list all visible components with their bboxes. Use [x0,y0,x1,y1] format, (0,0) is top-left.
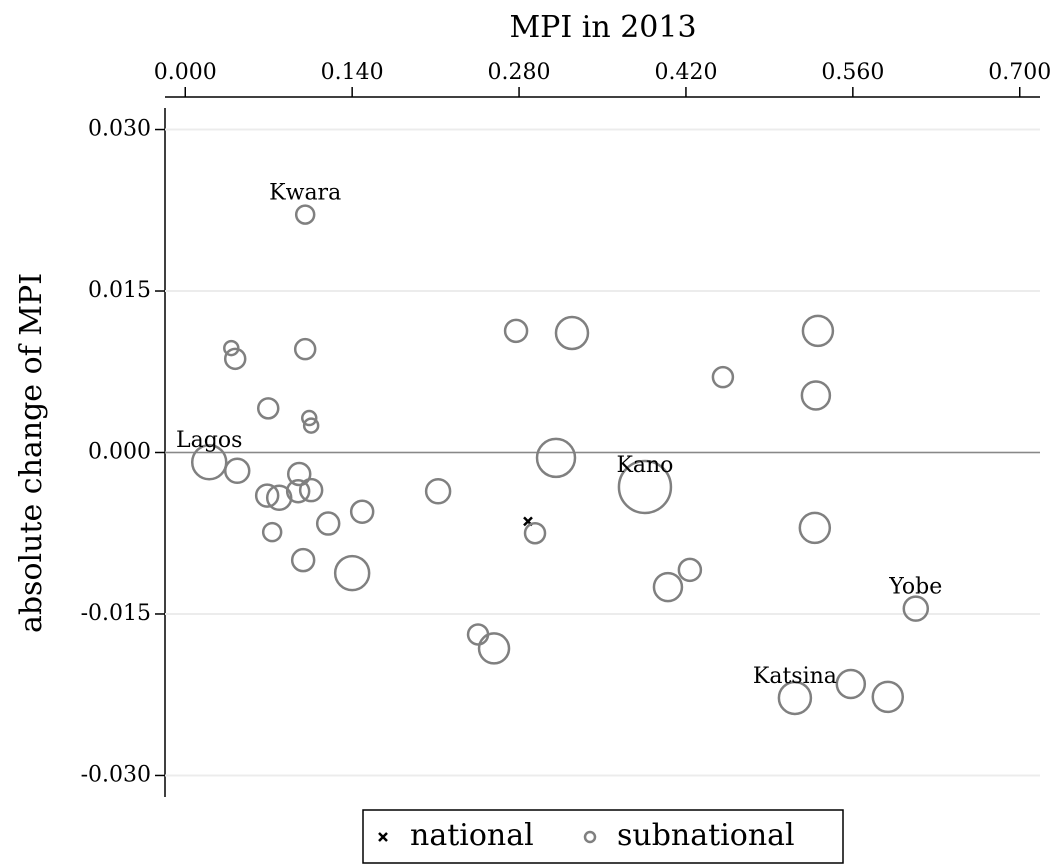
point [535,437,577,479]
x-tick-label: 0.140 [321,60,384,85]
y-tick-label: 0.015 [88,278,151,303]
point [261,521,283,543]
point [286,461,312,487]
point [256,397,280,420]
legend-marker [378,832,388,842]
point-label: Lagos [176,428,242,453]
point [285,479,311,504]
y-tick-label: -0.015 [81,601,151,626]
point [265,484,293,511]
y-tick-label: -0.030 [81,762,151,787]
point [300,409,318,427]
x-tick-label: 0.700 [988,60,1051,85]
point [711,365,735,389]
point [302,417,320,434]
point [677,557,703,583]
point [190,443,228,481]
point [315,511,341,536]
x-tick-label: 0.280 [488,60,551,85]
x-tick-label: 0.420 [654,60,717,85]
point [294,204,316,225]
point [223,457,251,485]
point [523,521,547,545]
legend-marker [583,830,597,844]
point [617,459,673,515]
point [871,680,905,714]
point [223,347,247,371]
x-tick-label: 0.000 [154,60,217,85]
y-axis-title: absolute change of MPI [14,273,49,633]
point [503,318,529,344]
point [254,483,280,508]
point [349,499,375,524]
point [554,315,590,351]
x-axis-title: MPI in 2013 [509,10,696,45]
legend-box [362,809,844,864]
point-label: Yobe [888,575,942,600]
point-label: Kano [616,453,673,478]
point [466,623,490,646]
point [424,478,452,505]
y-tick-label: 0.030 [88,117,151,142]
point [801,314,835,348]
point-label: Kwara [269,181,341,206]
point [800,380,832,411]
point [835,668,867,700]
point [298,477,324,503]
y-tick-label: 0.000 [88,440,151,465]
legend-label: subnational [617,818,795,853]
point [902,595,930,622]
point [293,337,317,361]
point [477,632,511,665]
x-tick-label: 0.560 [821,60,884,85]
point [652,571,684,603]
point [333,554,371,592]
point-label: Katsina [753,664,837,689]
point [290,547,316,573]
legend-label: national [410,818,534,853]
point [777,680,813,716]
point [798,511,832,545]
